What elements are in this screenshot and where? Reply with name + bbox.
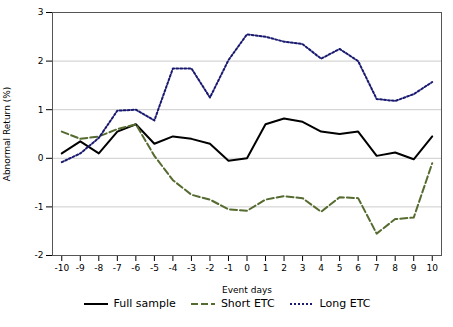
svg-text:1: 1 bbox=[38, 105, 44, 115]
svg-text:7: 7 bbox=[374, 263, 380, 273]
svg-text:1: 1 bbox=[263, 263, 269, 273]
svg-text:0: 0 bbox=[38, 153, 44, 163]
svg-text:3: 3 bbox=[38, 7, 44, 17]
svg-text:Abnormal Return (%): Abnormal Return (%) bbox=[2, 87, 12, 182]
html-text:Long ETC: Long ETC bbox=[319, 297, 371, 310]
svg-text:-2: -2 bbox=[35, 250, 44, 260]
svg-text:-1: -1 bbox=[224, 263, 233, 273]
html-text:Full sample: Full sample bbox=[113, 297, 176, 310]
svg-text:9: 9 bbox=[411, 263, 417, 273]
svg-text:-4: -4 bbox=[168, 263, 177, 273]
svg-text:5: 5 bbox=[337, 263, 343, 273]
svg-text:-9: -9 bbox=[76, 263, 85, 273]
svg-text:8: 8 bbox=[392, 263, 398, 273]
svg-text:3: 3 bbox=[300, 263, 306, 273]
svg-text:-6: -6 bbox=[131, 263, 140, 273]
svg-text:0: 0 bbox=[244, 263, 250, 273]
svg-text:6: 6 bbox=[355, 263, 361, 273]
svg-text:-8: -8 bbox=[94, 263, 103, 273]
html-text:Short ETC: Short ETC bbox=[220, 297, 275, 310]
svg-text:2: 2 bbox=[281, 263, 287, 273]
svg-text:-1: -1 bbox=[35, 202, 44, 212]
svg-text:-10: -10 bbox=[54, 263, 69, 273]
svg-text:-2: -2 bbox=[205, 263, 214, 273]
svg-text:Event days: Event days bbox=[222, 285, 272, 295]
svg-text:-3: -3 bbox=[187, 263, 196, 273]
svg-text:-7: -7 bbox=[113, 263, 122, 273]
svg-text:10: 10 bbox=[427, 263, 439, 273]
svg-text:2: 2 bbox=[38, 56, 44, 66]
svg-text:-5: -5 bbox=[150, 263, 159, 273]
svg-text:4: 4 bbox=[318, 263, 324, 273]
